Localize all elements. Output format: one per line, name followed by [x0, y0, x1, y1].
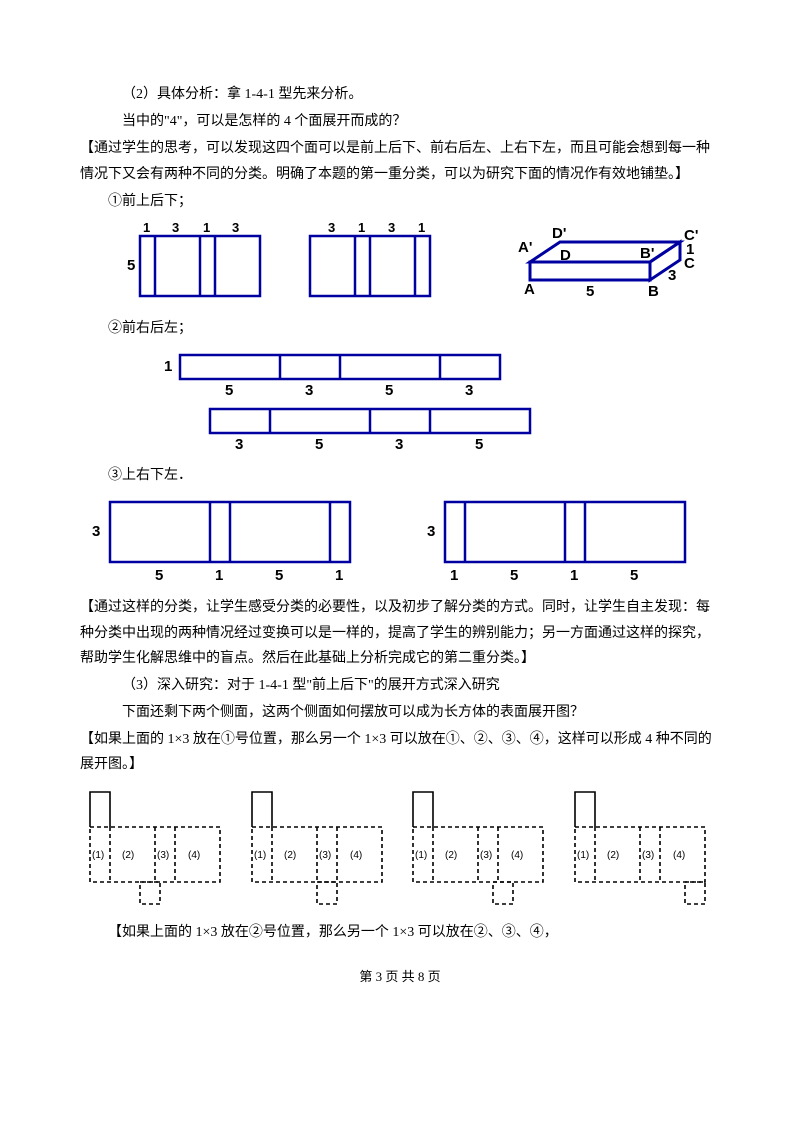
- para-note1: 【通过学生的思考，可以发现这四个面可以是前上后下、前右后左、上右下左，而且可能会…: [80, 136, 720, 186]
- diag4-4: (1) (2) (3) (4): [565, 782, 720, 912]
- svg-text:1: 1: [215, 567, 223, 584]
- svg-text:3: 3: [668, 267, 676, 284]
- svg-text:3: 3: [235, 436, 243, 453]
- label-1: ①前上后下；: [80, 189, 720, 214]
- svg-text:1: 1: [686, 241, 694, 258]
- svg-text:5: 5: [510, 567, 518, 584]
- svg-text:(4): (4): [673, 850, 685, 861]
- svg-text:3: 3: [172, 220, 179, 235]
- label-3: ③上右下左．: [80, 463, 720, 488]
- svg-text:1: 1: [164, 358, 172, 375]
- svg-text:5: 5: [225, 382, 233, 399]
- svg-text:1: 1: [203, 220, 210, 235]
- page-footer: 第 3 页 共 8 页: [80, 965, 720, 988]
- page-content: （2）具体分析：拿 1-4-1 型先来分析。 当中的"4"，可以是怎样的 4 个…: [0, 0, 800, 1018]
- svg-text:(2): (2): [607, 850, 619, 861]
- svg-text:D: D: [560, 247, 571, 264]
- diag4-3: (1) (2) (3) (4): [403, 782, 558, 912]
- svg-text:1: 1: [418, 220, 425, 235]
- svg-text:B': B': [640, 245, 654, 262]
- svg-text:3: 3: [427, 523, 435, 540]
- svg-text:5: 5: [630, 567, 638, 584]
- diagram-2-svg: 1 5 3 5 3 3 5 3 5: [80, 345, 600, 455]
- svg-text:(3): (3): [157, 850, 169, 861]
- svg-text:(2): (2): [284, 850, 296, 861]
- svg-text:3: 3: [465, 382, 473, 399]
- svg-text:(4): (4): [188, 850, 200, 861]
- diagram-2: 1 5 3 5 3 3 5 3 5: [80, 345, 720, 455]
- svg-text:5: 5: [315, 436, 323, 453]
- svg-text:5: 5: [275, 567, 283, 584]
- svg-text:(1): (1): [577, 850, 589, 861]
- svg-text:3: 3: [232, 220, 239, 235]
- para-q2: 下面还剩下两个侧面，这两个侧面如何摆放可以成为长方体的表面展开图？: [80, 700, 720, 725]
- svg-text:(4): (4): [511, 850, 523, 861]
- svg-text:(1): (1): [254, 850, 266, 861]
- svg-text:(3): (3): [642, 850, 654, 861]
- svg-text:5: 5: [586, 283, 594, 300]
- para-note2: 【通过这样的分类，让学生感受分类的必要性，以及初步了解分类的方式。同时，让学生自…: [80, 595, 720, 671]
- diag4-1: (1) (2) (3) (4): [80, 782, 235, 912]
- para-3: （3）深入研究：对于 1-4-1 型"前上后下"的展开方式深入研究: [80, 673, 720, 698]
- diagram-3b-svg: 3 1 5 1 5: [415, 492, 720, 587]
- svg-text:(3): (3): [319, 850, 331, 861]
- para-q: 当中的"4"，可以是怎样的 4 个面展开而成的？: [80, 109, 720, 134]
- svg-text:D': D': [552, 225, 566, 242]
- svg-text:1: 1: [450, 567, 458, 584]
- diagram-4: (1) (2) (3) (4) (1) (: [80, 782, 720, 912]
- para-2-spec: （2）具体分析：拿 1-4-1 型先来分析。: [80, 82, 720, 107]
- diagram-row-1: 1 3 1 3 5 3 1 3 1 A: [80, 218, 720, 308]
- cube-svg: A B C D A' B' C' D' 5 3 1: [500, 218, 710, 308]
- svg-text:(2): (2): [122, 850, 134, 861]
- svg-text:A: A: [524, 281, 535, 298]
- svg-text:3: 3: [305, 382, 313, 399]
- svg-text:(1): (1): [415, 850, 427, 861]
- svg-text:3: 3: [395, 436, 403, 453]
- svg-text:3: 3: [328, 220, 335, 235]
- diagram-1-svg: 1 3 1 3 5 3 1 3 1: [80, 218, 500, 308]
- para-note4: 【如果上面的 1×3 放在②号位置，那么另一个 1×3 可以放在②、③、④，: [80, 920, 720, 945]
- svg-text:A': A': [518, 239, 532, 256]
- svg-text:3: 3: [92, 523, 100, 540]
- svg-text:(2): (2): [445, 850, 457, 861]
- svg-text:5: 5: [385, 382, 393, 399]
- svg-text:3: 3: [388, 220, 395, 235]
- para-note3: 【如果上面的 1×3 放在①号位置，那么另一个 1×3 可以放在①、②、③、④，…: [80, 727, 720, 777]
- svg-text:B: B: [648, 283, 659, 300]
- svg-text:(3): (3): [480, 850, 492, 861]
- svg-text:1: 1: [335, 567, 343, 584]
- svg-text:1: 1: [570, 567, 578, 584]
- label-2: ②前右后左；: [80, 316, 720, 341]
- diagram-3a-svg: 3 5 1 5 1: [80, 492, 385, 587]
- diagram-3: 3 5 1 5 1 3 1 5 1 5: [80, 492, 720, 587]
- svg-text:5: 5: [475, 436, 483, 453]
- svg-text:(4): (4): [350, 850, 362, 861]
- svg-text:5: 5: [155, 567, 163, 584]
- diag4-2: (1) (2) (3) (4): [242, 782, 397, 912]
- svg-text:5: 5: [127, 257, 135, 274]
- svg-text:1: 1: [143, 220, 150, 235]
- svg-text:1: 1: [358, 220, 365, 235]
- svg-text:(1): (1): [92, 850, 104, 861]
